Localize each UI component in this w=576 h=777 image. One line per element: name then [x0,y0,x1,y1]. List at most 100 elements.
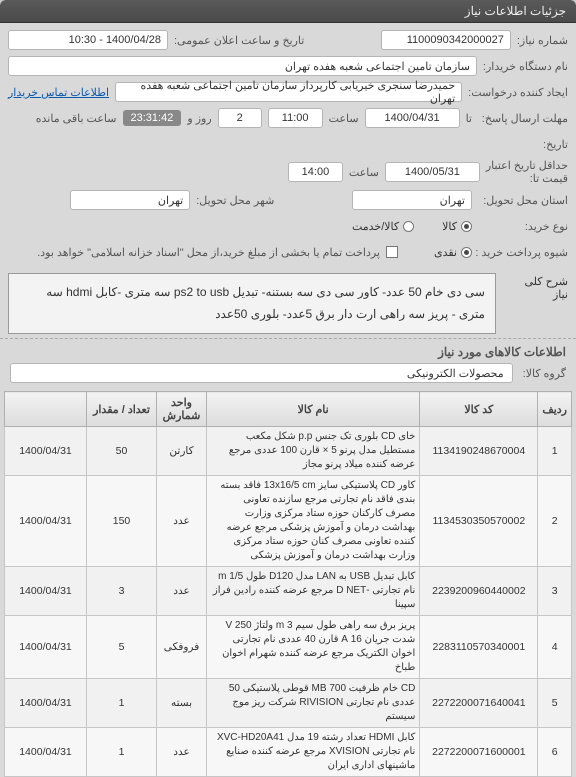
cell-qty: 3 [87,567,157,616]
col-date[interactable] [5,392,87,427]
table-row[interactable]: 62272200071600001کابل HDMI تعداد رشته 19… [5,728,572,777]
col-code[interactable]: کد کالا [420,392,538,427]
ann-datetime-field: 1400/04/28 - 10:30 [8,30,168,50]
need-summary-text: سی دی خام 50 عدد- کاور سی دی سه بستنه- ت… [8,273,496,334]
radio-service-label: کالا/خدمت [352,220,399,233]
deadline-time[interactable]: 11:00 [268,108,323,128]
city-label: شهر محل تحویل: [196,194,274,207]
cell-qty: 50 [87,427,157,476]
col-name[interactable]: نام کالا [207,392,420,427]
province-field[interactable]: تهران [352,190,472,210]
cell-unit: عدد [157,728,207,777]
need-details-window: جزئیات اطلاعات نیاز شماره نیاز: 11000903… [0,0,576,777]
deadline-date[interactable]: 1400/04/31 [365,108,460,128]
cell-date: 1400/04/31 [5,728,87,777]
cell-code: 2283110570340001 [420,616,538,679]
table-row[interactable]: 42283110570340001پریز برق سه راهی طول سی… [5,616,572,679]
cell-qty: 5 [87,616,157,679]
days-unit: روز و [187,112,211,125]
items-table: ردیف کد کالا نام کالا واحد شمارش تعداد /… [4,391,572,777]
radio-cash-label: نقدی [434,246,457,259]
credit-sub-label: قیمت تا: [486,172,568,185]
city-field[interactable]: تهران [70,190,190,210]
cell-unit: عدد [157,567,207,616]
radio-dot-icon [461,247,472,258]
col-unit[interactable]: واحد شمارش [157,392,207,427]
need-no-field: 1100090342000027 [381,30,511,50]
buyer-contact-link[interactable]: اطلاعات تماس خریدار [8,86,109,99]
cell-date: 1400/04/31 [5,427,87,476]
cell-qty: 1 [87,679,157,728]
cell-code: 1134190248670004 [420,427,538,476]
table-row[interactable]: 11134190248670004خای CD بلوری تک جنس p.p… [5,427,572,476]
checkbox-icon [386,246,398,258]
cell-unit: بسته [157,679,207,728]
cell-unit: فروفکی [157,616,207,679]
cell-code: 1134530350570002 [420,476,538,567]
cell-name: خای CD بلوری تک جنس p.p شکل مکعب مستطیل … [207,427,420,476]
cell-qty: 150 [87,476,157,567]
cell-code: 2272200071640041 [420,679,538,728]
cell-date: 1400/04/31 [5,616,87,679]
buyer-label: نام دستگاه خریدار: [483,60,568,73]
cell-unit: عدد [157,476,207,567]
table-row[interactable]: 32239200960440002کابل تبدیل USB به LAN م… [5,567,572,616]
deadline-label: مهلت ارسال پاسخ: [478,112,568,125]
days-remaining: 2 [218,108,262,128]
buyer-field: سازمان تامین اجتماعی شعبه هفده تهران [8,56,477,76]
cell-date: 1400/04/31 [5,476,87,567]
credit-end-label: حداقل تاریخ اعتبار [486,159,568,172]
col-qty[interactable]: تعداد / مقدار [87,392,157,427]
cell-code: 2272200071600001 [420,728,538,777]
province-label: استان محل تحویل: [478,194,568,207]
cell-date: 1400/04/31 [5,679,87,728]
deadline-to: تا [466,112,472,125]
cell-index: 3 [538,567,572,616]
radio-goods[interactable]: کالا [442,220,472,233]
cell-index: 6 [538,728,572,777]
cell-name: کاور CD پلاستیکی سایز 13x16/5 cm فاقد بس… [207,476,420,567]
buy-kind-radios: کالا کالا/خدمت [352,220,472,233]
window-titlebar: جزئیات اطلاعات نیاز [0,0,576,23]
cell-name: کابل تبدیل USB به LAN مدل D120 طول 1/5 m… [207,567,420,616]
header-panel: شماره نیاز: 1100090342000027 تاریخ و ساع… [0,23,576,269]
cell-index: 4 [538,616,572,679]
ann-datetime-label: تاریخ و ساعت اعلان عمومی: [174,34,304,47]
items-section-title: اطلاعات کالاهای مورد نیاز [0,338,576,361]
table-row[interactable]: 52272200071640041CD خام ظرفیت MB 700 قوط… [5,679,572,728]
cell-code: 2239200960440002 [420,567,538,616]
requester-label: ایجاد کننده درخواست: [468,86,568,99]
cell-index: 1 [538,427,572,476]
countdown-timer: 23:31:42 [123,110,182,126]
cell-name: CD خام ظرفیت MB 700 قوطی پلاستیکی 50 عدد… [207,679,420,728]
credit-time[interactable]: 14:00 [288,162,343,182]
goods-group-label: گروه کالا: [523,367,566,380]
requester-field: حمیدرضا سنجری خیریابی کارپرداز سازمان تا… [115,82,462,102]
pay-kind-label: شیوه پرداخت خرید : [478,246,568,259]
cell-index: 2 [538,476,572,567]
deadline-time-label: ساعت [329,112,359,125]
radio-goods-label: کالا [442,220,457,233]
treasury-docs-checkbox[interactable]: پرداخت تمام یا بخشی از مبلغ خرید،از محل … [37,246,398,259]
credit-time-label: ساعت [349,166,379,179]
need-no-label: شماره نیاز: [517,34,568,47]
radio-goods-service[interactable]: کالا/خدمت [352,220,414,233]
window-title: جزئیات اطلاعات نیاز [465,4,566,18]
table-row[interactable]: 21134530350570002کاور CD پلاستیکی سایز 1… [5,476,572,567]
goods-group-value: محصولات الکترونیکی [10,363,513,383]
remain-tail: ساعت باقی مانده [36,112,117,125]
buy-kind-label: نوع خرید: [478,220,568,233]
radio-dot-icon [403,221,414,232]
credit-date[interactable]: 1400/05/31 [385,162,480,182]
radio-pay-cash[interactable]: نقدی [434,246,472,259]
cell-name: کابل HDMI تعداد رشته 19 مدل XVC-HD20A41 … [207,728,420,777]
radio-dot-icon [461,221,472,232]
cell-unit: کارتن [157,427,207,476]
cell-date: 1400/04/31 [5,567,87,616]
history-label: تاریخ: [478,138,568,151]
summary-label: شرح کلی نیاز [508,269,572,301]
col-index[interactable]: ردیف [538,392,572,427]
treasury-docs-note: پرداخت تمام یا بخشی از مبلغ خرید،از محل … [37,246,380,259]
cell-name: پریز برق سه راهی طول سیم 3 m ولتاژ 250 V… [207,616,420,679]
cell-qty: 1 [87,728,157,777]
